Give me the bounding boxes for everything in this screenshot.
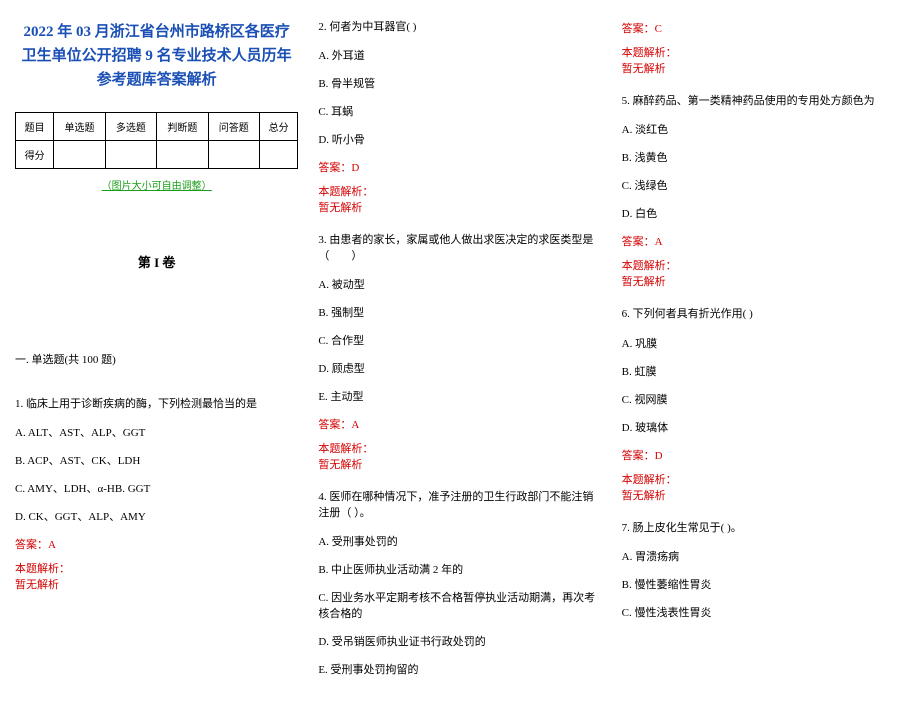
q4-exp-body: 暂无解析 xyxy=(622,60,905,76)
title-line3: 参考题库答案解析 xyxy=(97,72,217,88)
th-1: 单选题 xyxy=(54,113,105,141)
q6-a: A. 巩膜 xyxy=(622,335,905,351)
q5-exp-body: 暂无解析 xyxy=(622,273,905,289)
cell xyxy=(105,141,156,169)
q4-d: D. 受吊销医师执业证书行政处罚的 xyxy=(318,633,601,649)
th-0: 题目 xyxy=(16,113,54,141)
q4-stem: 4. 医师在哪种情况下，准予注册的卫生行政部门不能注销注册（ ）。 xyxy=(318,490,601,521)
q5-a: A. 淡红色 xyxy=(622,121,905,137)
score-table: 题目 单选题 多选题 判断题 问答题 总分 得分 xyxy=(15,112,298,169)
exam-title: 2022 年 03 月浙江省台州市路桥区各医疗 卫生单位公开招聘 9 名专业技术… xyxy=(15,20,298,92)
title-line1: 2022 年 03 月浙江省台州市路桥区各医疗 xyxy=(24,24,290,40)
question-4: 4. 医师在哪种情况下，准予注册的卫生行政部门不能注销注册（ ）。 A. 受刑事… xyxy=(318,490,601,677)
q2-exp-label: 本题解析： xyxy=(318,183,601,199)
q6-answer: 答案：D xyxy=(622,447,905,463)
q3-answer: 答案：A xyxy=(318,416,601,432)
q5-exp-label: 本题解析： xyxy=(622,257,905,273)
q4-c: C. 因业务水平定期考核不合格暂停执业活动期满，再次考核合格的 xyxy=(318,589,601,621)
q6-exp-label: 本题解析： xyxy=(622,471,905,487)
q3-a: A. 被动型 xyxy=(318,276,601,292)
row-label: 得分 xyxy=(16,141,54,169)
q1-b: B. ACP、AST、CK、LDH xyxy=(15,452,298,468)
q7-a: A. 胃溃疡病 xyxy=(622,548,905,564)
q6-exp-body: 暂无解析 xyxy=(622,487,905,503)
q5-answer: 答案：A xyxy=(622,233,905,249)
q3-exp-label: 本题解析： xyxy=(318,440,601,456)
q3-c: C. 合作型 xyxy=(318,332,601,348)
cell xyxy=(54,141,105,169)
q2-a: A. 外耳道 xyxy=(318,47,601,63)
q2-exp-body: 暂无解析 xyxy=(318,199,601,215)
q1-d: D. CK、GGT、ALP、AMY xyxy=(15,508,298,524)
q1-exp-body: 暂无解析 xyxy=(15,576,298,592)
question-3: 3. 由患者的家长，家属或他人做出求医决定的求医类型是（ ） A. 被动型 B.… xyxy=(318,233,601,472)
q2-answer: 答案：D xyxy=(318,159,601,175)
q2-c: C. 耳蜗 xyxy=(318,103,601,119)
q1-stem: 1. 临床上用于诊断疾病的酶，下列检测最恰当的是 xyxy=(15,397,298,412)
title-line2: 卫生单位公开招聘 9 名专业技术人员历年 xyxy=(22,48,292,64)
q5-d: D. 白色 xyxy=(622,205,905,221)
q4-a: A. 受刑事处罚的 xyxy=(318,533,601,549)
th-2: 多选题 xyxy=(105,113,156,141)
question-5: 5. 麻醉药品、第一类精神药品使用的专用处方颜色为 A. 淡红色 B. 浅黄色 … xyxy=(622,94,905,289)
q5-c: C. 浅绿色 xyxy=(622,177,905,193)
th-5: 总分 xyxy=(260,113,298,141)
table-score-row: 得分 xyxy=(16,141,298,169)
section-heading: 一. 单选题(共 100 题) xyxy=(15,351,298,367)
q1-a: A. ALT、AST、ALP、GGT xyxy=(15,424,298,440)
q1-c: C. AMY、LDH、α-HB. GGT xyxy=(15,480,298,496)
q6-d: D. 玻璃体 xyxy=(622,419,905,435)
q1-exp-label: 本题解析： xyxy=(15,560,298,576)
table-header-row: 题目 单选题 多选题 判断题 问答题 总分 xyxy=(16,113,298,141)
question-7: 7. 肠上皮化生常见于( )。 A. 胃溃疡病 B. 慢性萎缩性胃炎 C. 慢性… xyxy=(622,521,905,620)
q2-stem: 2. 何者为中耳器官( ) xyxy=(318,20,601,35)
q1-answer: 答案：A xyxy=(15,536,298,552)
volume-label: 第 I 卷 xyxy=(15,252,298,271)
q6-c: C. 视网膜 xyxy=(622,391,905,407)
th-4: 问答题 xyxy=(208,113,259,141)
question-6: 6. 下列何者具有折光作用( ) A. 巩膜 B. 虹膜 C. 视网膜 D. 玻… xyxy=(622,307,905,502)
q3-e: E. 主动型 xyxy=(318,388,601,404)
q4-answer: 答案：C xyxy=(622,20,905,36)
q5-stem: 5. 麻醉药品、第一类精神药品使用的专用处方颜色为 xyxy=(622,94,905,109)
q4-b: B. 中止医师执业活动满 2 年的 xyxy=(318,561,601,577)
q4-e: E. 受刑事处罚拘留的 xyxy=(318,661,601,677)
q3-stem: 3. 由患者的家长，家属或他人做出求医决定的求医类型是（ ） xyxy=(318,233,601,264)
q6-stem: 6. 下列何者具有折光作用( ) xyxy=(622,307,905,322)
th-3: 判断题 xyxy=(157,113,208,141)
cell xyxy=(208,141,259,169)
q3-d: D. 顾虑型 xyxy=(318,360,601,376)
q7-stem: 7. 肠上皮化生常见于( )。 xyxy=(622,521,905,536)
q7-b: B. 慢性萎缩性胃炎 xyxy=(622,576,905,592)
q3-exp-body: 暂无解析 xyxy=(318,456,601,472)
q7-c: C. 慢性浅表性胃炎 xyxy=(622,604,905,620)
q6-b: B. 虹膜 xyxy=(622,363,905,379)
question-2: 2. 何者为中耳器官( ) A. 外耳道 B. 骨半规管 C. 耳蜗 D. 听小… xyxy=(318,20,601,215)
q3-b: B. 强制型 xyxy=(318,304,601,320)
q4-exp-label: 本题解析： xyxy=(622,44,905,60)
q2-d: D. 听小骨 xyxy=(318,131,601,147)
q2-b: B. 骨半规管 xyxy=(318,75,601,91)
cell xyxy=(260,141,298,169)
cell xyxy=(157,141,208,169)
q5-b: B. 浅黄色 xyxy=(622,149,905,165)
resize-note: （图片大小可自由调整） xyxy=(15,177,298,192)
question-1: 1. 临床上用于诊断疾病的酶，下列检测最恰当的是 A. ALT、AST、ALP、… xyxy=(15,397,298,592)
